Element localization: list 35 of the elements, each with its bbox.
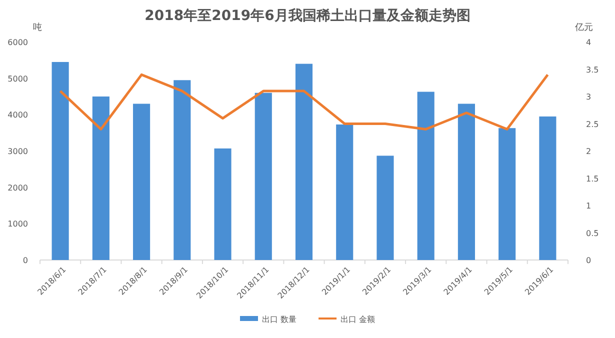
bar xyxy=(133,104,150,260)
bar xyxy=(52,62,69,260)
bar xyxy=(336,124,354,260)
y2-tick-label: 0 xyxy=(586,256,592,265)
y2-tick-label: 3 xyxy=(586,92,592,102)
y2-tick-label: 2 xyxy=(586,147,592,156)
y2-tick-label: 4 xyxy=(586,38,592,47)
y2-tick-label: 0.5 xyxy=(586,228,599,238)
y2-axis-title: 亿元 xyxy=(574,22,593,33)
bar xyxy=(458,104,475,260)
y-tick-label: 2000 xyxy=(8,183,28,192)
y-tick-label: 6000 xyxy=(8,38,28,47)
y-tick-label: 5000 xyxy=(8,74,28,84)
y2-tick-label: 1.5 xyxy=(586,174,599,184)
bar xyxy=(214,148,232,260)
line-series xyxy=(59,73,549,130)
y2-tick-label: 2.5 xyxy=(586,120,599,129)
y-tick-label: 1000 xyxy=(8,220,28,229)
legend-label: 出口 金额 xyxy=(340,315,376,324)
y-tick-label: 0 xyxy=(22,256,28,265)
bar xyxy=(174,80,191,260)
bar xyxy=(539,116,556,260)
y-axis-title: 吨 xyxy=(33,22,42,33)
bar xyxy=(417,92,434,260)
y-tick-label: 4000 xyxy=(8,110,28,120)
bar xyxy=(92,96,110,260)
bar xyxy=(254,92,272,260)
y2-tick-label: 3.5 xyxy=(586,65,599,74)
chart-title: 2018年至2019年6月我国稀土出口量及金额走势图 xyxy=(144,7,470,24)
y2-tick-label: 1 xyxy=(586,202,592,210)
y-tick-label: 3000 xyxy=(8,147,28,156)
legend-label: 出口 数量 xyxy=(262,315,297,324)
bar xyxy=(498,128,516,260)
bar xyxy=(376,156,394,260)
bar xyxy=(295,64,313,260)
